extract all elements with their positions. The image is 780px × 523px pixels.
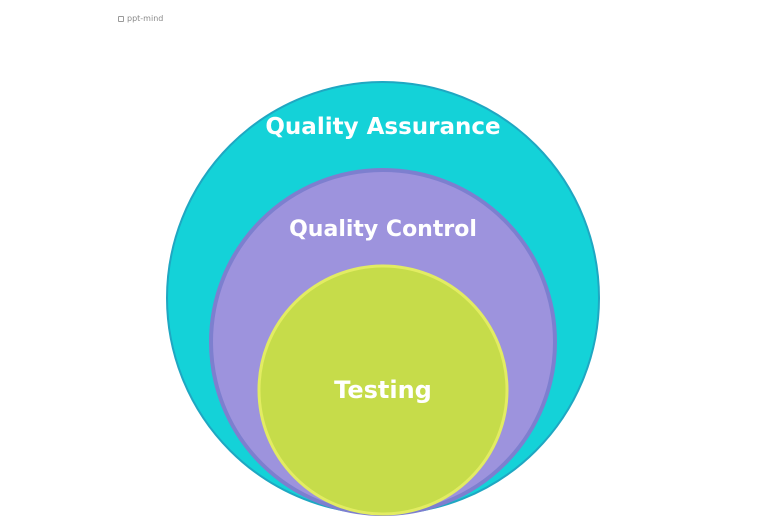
watermark-text: ppt-mind [127, 14, 164, 23]
testing-circle [257, 264, 509, 516]
quality-assurance-label: Quality Assurance [265, 114, 500, 140]
logo-icon [118, 15, 124, 22]
watermark: ppt-mind [118, 14, 163, 23]
quality-control-label: Quality Control [289, 217, 477, 242]
testing-label: Testing [334, 376, 432, 404]
